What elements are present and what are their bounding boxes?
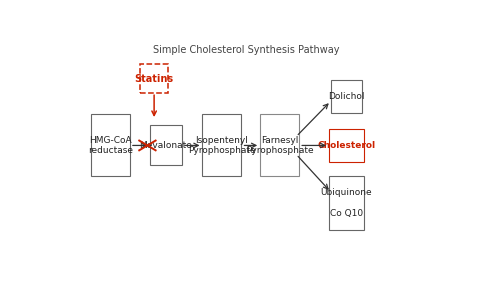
FancyBboxPatch shape [329,129,364,162]
Text: Isopentenyl
Pyrophosphate: Isopentenyl Pyrophosphate [188,136,256,155]
FancyBboxPatch shape [331,80,362,113]
FancyBboxPatch shape [140,65,168,93]
FancyBboxPatch shape [91,114,130,177]
Text: HMG-CoA
reductase: HMG-CoA reductase [88,136,132,155]
Text: Simple Cholesterol Synthesis Pathway: Simple Cholesterol Synthesis Pathway [153,45,339,55]
Text: Mevalonate: Mevalonate [140,141,192,150]
FancyBboxPatch shape [329,177,364,230]
Text: Statins: Statins [134,74,174,84]
Text: Farnesyl
Pyrophosphate: Farnesyl Pyrophosphate [246,136,313,155]
Text: Dolichol: Dolichol [328,92,365,101]
FancyBboxPatch shape [260,114,299,177]
Text: Cholesterol: Cholesterol [317,141,375,150]
FancyBboxPatch shape [202,114,241,177]
Text: Ubiquinone

Co Q10: Ubiquinone Co Q10 [321,188,372,218]
FancyBboxPatch shape [150,126,182,165]
